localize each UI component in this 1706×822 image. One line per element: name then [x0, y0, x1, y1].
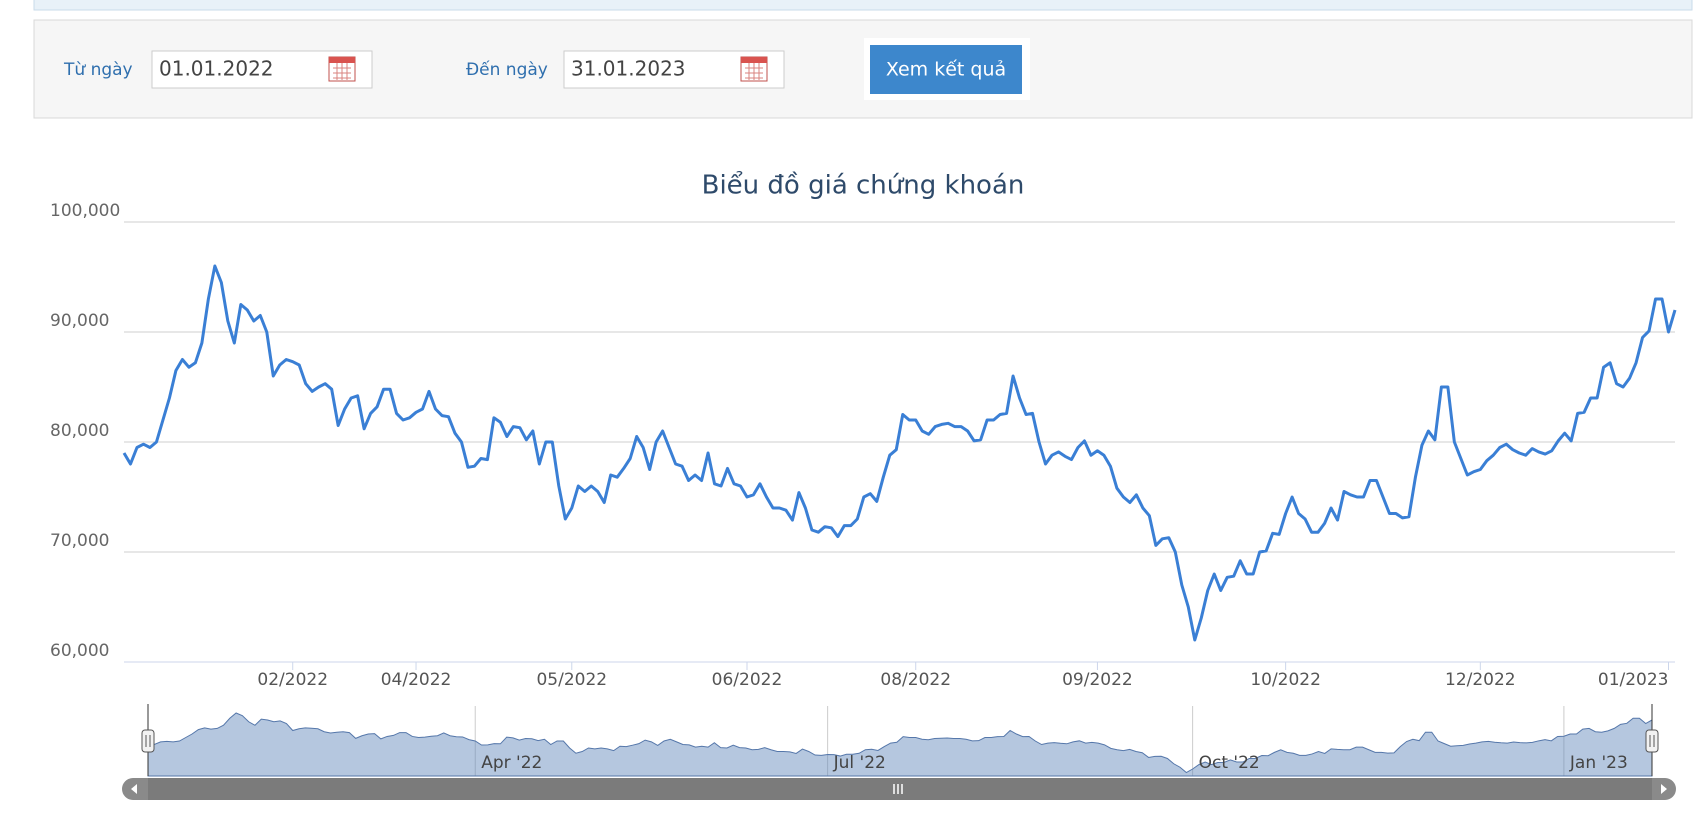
x-tick-label: 12/2022: [1445, 670, 1516, 690]
x-tick-label: 06/2022: [712, 670, 783, 690]
price-line: [122, 264, 1677, 642]
submit-button[interactable]: [870, 45, 1022, 94]
navigator-label: Apr '22: [481, 753, 542, 773]
handle-box: [141, 729, 155, 753]
handle-grip: [145, 735, 151, 747]
chart-title: Biểu đồ giá chứng khoán: [702, 170, 1025, 201]
navigator-label: Jan '23: [1569, 753, 1628, 773]
x-tick-label: 09/2022: [1062, 670, 1133, 690]
to-value: 31.01.2023: [571, 57, 686, 81]
navigator-bg: [148, 706, 1652, 776]
navigator-area: [147, 712, 1653, 777]
from-label: Từ ngày: [63, 60, 133, 80]
x-tick-label: 04/2022: [381, 670, 452, 690]
calendar-icon[interactable]: [740, 56, 768, 82]
x-tick-label: 08/2022: [880, 670, 951, 690]
navigator-handle[interactable]: [1645, 729, 1659, 753]
scrollbar[interactable]: [122, 778, 1676, 800]
navigator-handle[interactable]: [141, 729, 155, 753]
y-tick-label: 80,000: [50, 421, 109, 441]
to-label: Đến ngày: [466, 59, 548, 80]
button-label: Xem kết quả: [886, 59, 1006, 81]
calendar-icon[interactable]: [328, 56, 356, 82]
x-tick-label: 10/2022: [1250, 670, 1321, 690]
navigator-label: Jul '22: [833, 753, 886, 773]
y-tick-label: 90,000: [50, 311, 109, 331]
navigator-label: Oct '22: [1199, 753, 1260, 773]
x-tick-label: 02/2022: [257, 670, 328, 690]
y-tick-label: 100,000: [50, 201, 120, 221]
handle-box: [1645, 729, 1659, 753]
handle-grip: [1649, 735, 1655, 747]
top-bar: [33, 0, 1693, 11]
x-tick-label: 05/2022: [536, 670, 607, 690]
y-tick-label: 60,000: [50, 641, 109, 661]
x-tick-label: 01/2023: [1598, 670, 1669, 690]
y-tick-label: 70,000: [50, 531, 109, 551]
from-value: 01.01.2022: [159, 57, 274, 81]
